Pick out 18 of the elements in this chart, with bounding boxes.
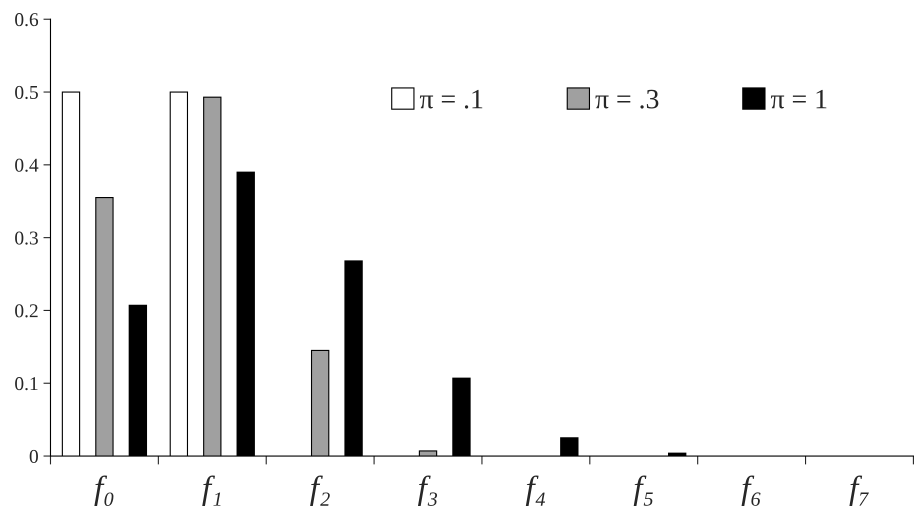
x-tick-label: f₆ [742, 475, 761, 506]
legend-label: π = .3 [595, 90, 658, 109]
y-tick-label: 0.4 [15, 158, 38, 172]
x-tick-label: f₇ [849, 475, 869, 506]
x-tick-label: f₁ [202, 475, 221, 506]
x-tick-label: f₀ [94, 475, 114, 506]
y-tick-label: 0.2 [15, 304, 38, 318]
y-tick-label: 0.1 [15, 377, 38, 390]
x-tick-label: f₃ [418, 475, 438, 506]
y-tick-label: 0.3 [15, 231, 38, 245]
y-tick-label: 0 [30, 450, 38, 463]
y-tick-label: 0.5 [15, 86, 38, 100]
x-tick-label: f₄ [526, 475, 546, 506]
legend-label: π = 1 [770, 90, 826, 108]
x-tick-label: f₅ [634, 475, 653, 506]
x-tick-label: f₂ [310, 475, 330, 506]
y-tick-label: 0.6 [15, 13, 38, 26]
legend-label: π = .1 [420, 90, 482, 109]
